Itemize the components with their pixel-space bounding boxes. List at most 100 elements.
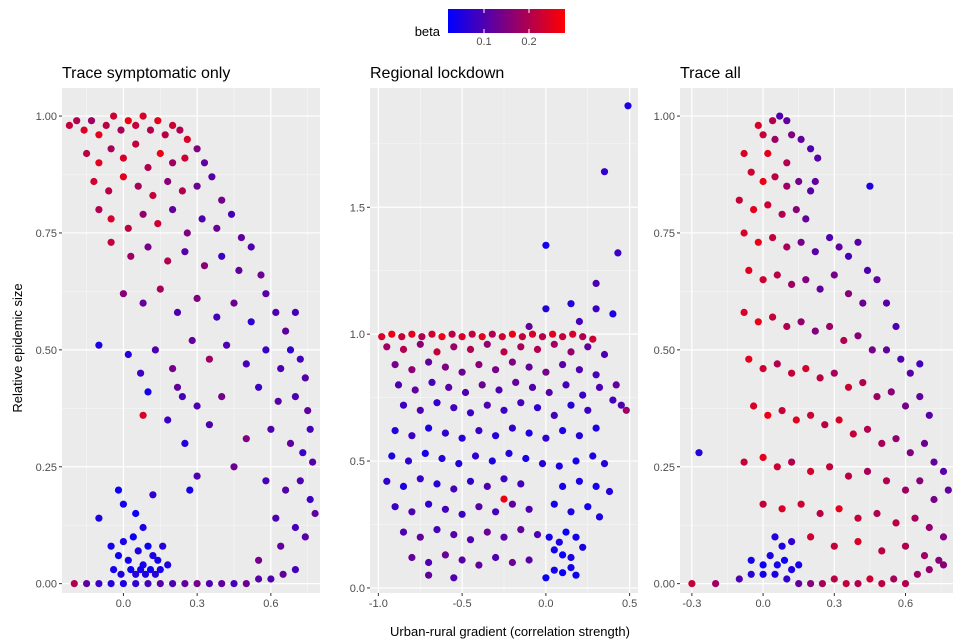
- scatter-point: [592, 279, 600, 287]
- scatter-point: [262, 477, 270, 485]
- scatter-point: [304, 407, 312, 415]
- scatter-point: [408, 508, 416, 516]
- scatter-point: [712, 580, 720, 588]
- scatter-point: [892, 322, 900, 331]
- scatter-point: [878, 439, 886, 447]
- scatter-point: [102, 121, 110, 129]
- scatter-point: [291, 308, 299, 316]
- scatter-point: [906, 369, 914, 377]
- scatter-point: [878, 547, 886, 555]
- scatter-point: [408, 432, 416, 440]
- scatter-point: [600, 460, 609, 468]
- scatter-point: [242, 580, 250, 588]
- scatter-point: [169, 580, 177, 588]
- scatter-point: [773, 561, 781, 569]
- scatter-point: [391, 361, 399, 369]
- scatter-point: [242, 435, 250, 443]
- scatter-point: [146, 566, 155, 574]
- scatter-point: [500, 348, 508, 356]
- y-tick-label: 0.75: [654, 228, 675, 240]
- scatter-point: [826, 234, 834, 242]
- scatter-point: [129, 533, 137, 541]
- y-tick-label: 0.00: [654, 579, 675, 591]
- scatter-point: [778, 407, 786, 415]
- scatter-point: [830, 542, 838, 550]
- scatter-point: [780, 556, 789, 564]
- scatter-point: [797, 500, 805, 508]
- scatter-point: [458, 510, 466, 518]
- x-tick-label: 0.0: [755, 598, 770, 610]
- scatter-point: [466, 477, 475, 485]
- scatter-point: [139, 523, 147, 532]
- scatter-point: [262, 346, 270, 354]
- scatter-point: [584, 343, 592, 351]
- scatter-point: [605, 487, 614, 496]
- y-tick-label: 1.0: [350, 329, 365, 341]
- scatter-point: [433, 348, 441, 356]
- scatter-point: [840, 336, 848, 345]
- scatter-point: [508, 358, 516, 366]
- scatter-point: [859, 379, 867, 387]
- scatter-point: [445, 383, 453, 391]
- scatter-point: [87, 117, 96, 125]
- scatter-point: [807, 145, 815, 153]
- scatter-point: [193, 472, 201, 480]
- scatter-point: [567, 553, 575, 562]
- scatter-point: [119, 538, 127, 546]
- scatter-point: [528, 330, 537, 338]
- scatter-point: [483, 401, 491, 409]
- scatter-point: [522, 454, 530, 463]
- scatter-point: [562, 381, 570, 389]
- scatter-point: [186, 486, 194, 494]
- scatter-point: [230, 580, 238, 588]
- scatter-point: [455, 460, 463, 468]
- scatter-point: [575, 477, 584, 485]
- scatter-point: [208, 173, 216, 181]
- scatter-point: [468, 330, 476, 338]
- scatter-point: [783, 322, 791, 331]
- scatter-point: [901, 402, 910, 410]
- scatter-point: [149, 191, 157, 200]
- scatter-point: [622, 406, 630, 414]
- scatter-point: [399, 528, 408, 536]
- scatter-point: [589, 335, 597, 343]
- scatter-point: [913, 570, 922, 578]
- scatter-point: [471, 452, 480, 460]
- scatter-point: [592, 305, 600, 313]
- scatter-point: [425, 571, 433, 579]
- scatter-point: [124, 350, 132, 359]
- scatter-point: [475, 361, 483, 369]
- scatter-point: [816, 374, 824, 382]
- scatter-point: [614, 249, 622, 257]
- panel-title: Trace symptomatic only: [62, 65, 230, 82]
- scatter-point: [750, 402, 758, 410]
- scatter-point: [95, 131, 103, 139]
- scatter-point: [916, 393, 924, 401]
- scatter-point: [792, 416, 800, 424]
- scatter-point: [508, 330, 516, 338]
- scatter-point: [127, 566, 135, 574]
- scatter-point: [404, 457, 413, 465]
- x-tick-label: -0.5: [453, 598, 472, 610]
- scatter-point: [579, 333, 587, 341]
- scatter-point: [178, 393, 186, 401]
- points: [688, 112, 952, 588]
- scatter-point: [528, 383, 537, 391]
- scatter-point: [132, 509, 140, 518]
- scatter-point: [134, 182, 142, 190]
- scatter-point: [272, 308, 280, 316]
- scatter-point: [164, 561, 172, 569]
- scatter-point: [754, 238, 762, 246]
- scatter-point: [117, 126, 125, 134]
- scatter-point: [492, 366, 500, 374]
- scatter-point: [466, 345, 475, 353]
- scatter-point: [830, 369, 838, 377]
- scatter-point: [575, 366, 584, 374]
- scatter-point: [567, 564, 575, 572]
- scatter-point: [475, 503, 483, 511]
- scatter-point: [139, 299, 147, 307]
- scatter-point: [844, 252, 853, 260]
- scatter-point: [119, 290, 127, 298]
- scatter-point: [73, 117, 81, 125]
